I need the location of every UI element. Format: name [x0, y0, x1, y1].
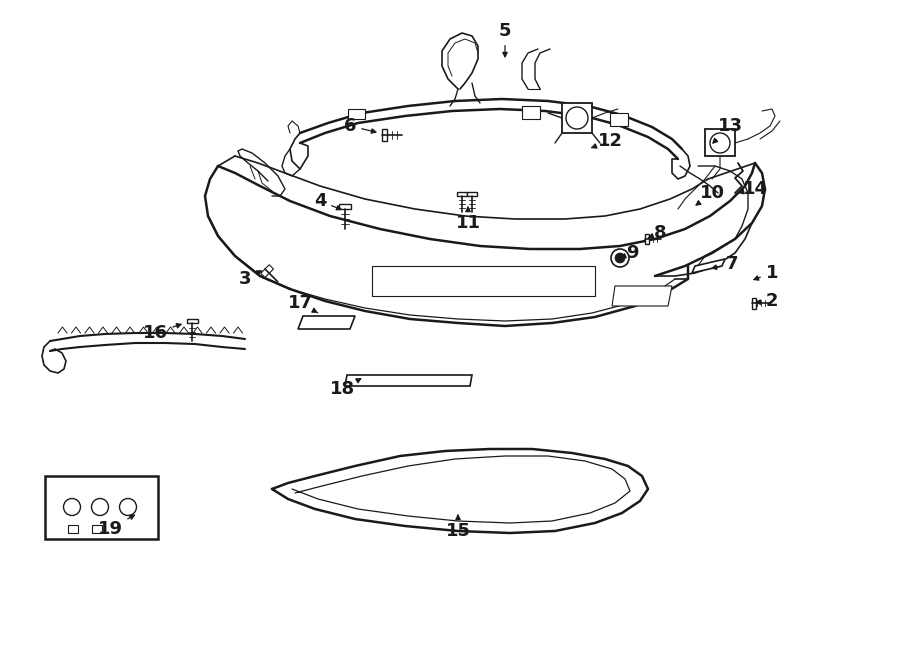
- Polygon shape: [261, 265, 274, 278]
- Polygon shape: [522, 106, 540, 119]
- Text: 7: 7: [712, 255, 738, 273]
- Text: 10: 10: [696, 184, 725, 205]
- Polygon shape: [298, 316, 355, 329]
- Polygon shape: [612, 286, 672, 306]
- Text: 12: 12: [591, 132, 623, 150]
- Polygon shape: [457, 192, 467, 196]
- Text: 19: 19: [97, 515, 134, 538]
- Text: 1: 1: [754, 264, 778, 282]
- Polygon shape: [382, 129, 387, 141]
- Polygon shape: [345, 375, 472, 386]
- Text: 6: 6: [344, 117, 376, 135]
- Polygon shape: [705, 129, 735, 156]
- Polygon shape: [752, 297, 756, 309]
- Text: 9: 9: [620, 244, 638, 262]
- Text: 5: 5: [499, 22, 511, 57]
- Polygon shape: [692, 259, 725, 273]
- Polygon shape: [348, 109, 365, 119]
- Text: 13: 13: [713, 117, 742, 143]
- Polygon shape: [562, 103, 592, 133]
- Polygon shape: [610, 113, 628, 126]
- Text: 14: 14: [739, 180, 768, 198]
- Text: 17: 17: [287, 294, 318, 313]
- Polygon shape: [372, 266, 595, 296]
- Polygon shape: [186, 319, 197, 323]
- Text: 8: 8: [648, 224, 666, 242]
- Polygon shape: [339, 204, 351, 209]
- Polygon shape: [645, 234, 649, 244]
- Text: 18: 18: [329, 379, 361, 398]
- Circle shape: [615, 253, 625, 263]
- Text: 11: 11: [455, 207, 481, 232]
- Text: 3: 3: [238, 270, 261, 288]
- Polygon shape: [92, 525, 102, 533]
- Text: 16: 16: [142, 324, 181, 342]
- Polygon shape: [467, 192, 477, 196]
- Text: 2: 2: [756, 292, 778, 310]
- Polygon shape: [45, 476, 158, 539]
- Text: 4: 4: [314, 192, 341, 210]
- Text: 15: 15: [446, 515, 471, 540]
- Polygon shape: [68, 525, 78, 533]
